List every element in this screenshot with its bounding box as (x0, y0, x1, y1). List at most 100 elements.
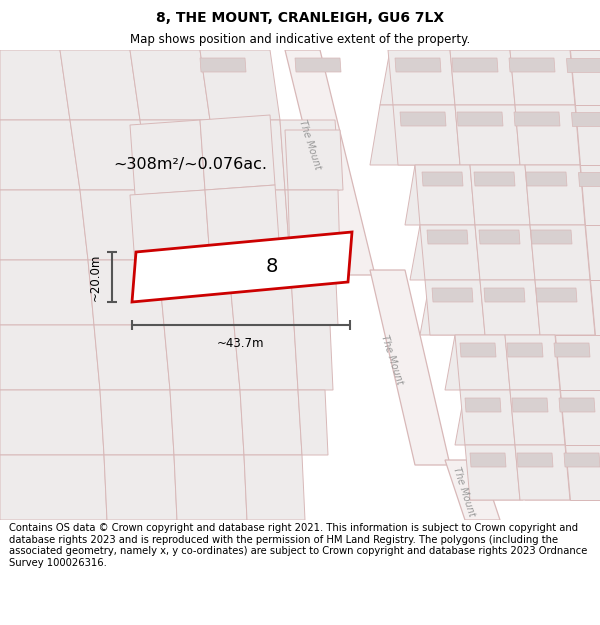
Text: The Mount: The Mount (379, 334, 405, 386)
Polygon shape (545, 50, 600, 105)
Polygon shape (410, 225, 473, 280)
Polygon shape (460, 343, 496, 357)
Polygon shape (130, 190, 210, 265)
Polygon shape (285, 50, 375, 275)
Polygon shape (0, 190, 88, 260)
Polygon shape (200, 115, 275, 190)
Text: 8, THE MOUNT, CRANLEIGH, GU6 7LX: 8, THE MOUNT, CRANLEIGH, GU6 7LX (156, 11, 444, 24)
Polygon shape (420, 225, 480, 280)
Polygon shape (531, 230, 572, 244)
Polygon shape (509, 58, 555, 72)
Polygon shape (290, 260, 338, 325)
Polygon shape (555, 335, 600, 390)
Polygon shape (60, 50, 140, 120)
Polygon shape (470, 165, 530, 225)
Polygon shape (130, 120, 205, 195)
Polygon shape (228, 260, 294, 325)
Polygon shape (0, 455, 107, 520)
Polygon shape (571, 112, 600, 126)
Polygon shape (560, 390, 600, 445)
Polygon shape (280, 120, 340, 190)
Polygon shape (132, 232, 352, 302)
Polygon shape (420, 280, 483, 335)
Polygon shape (510, 390, 573, 445)
Polygon shape (470, 453, 506, 467)
Polygon shape (0, 390, 104, 455)
Polygon shape (510, 390, 565, 445)
Polygon shape (240, 390, 302, 455)
Polygon shape (445, 460, 500, 520)
Polygon shape (474, 172, 515, 186)
Polygon shape (559, 398, 595, 412)
Polygon shape (575, 105, 600, 165)
Polygon shape (450, 50, 515, 105)
Polygon shape (130, 50, 210, 120)
Polygon shape (285, 130, 343, 190)
Polygon shape (515, 105, 580, 165)
Polygon shape (484, 288, 525, 302)
Polygon shape (510, 50, 575, 105)
Polygon shape (140, 120, 220, 190)
Polygon shape (294, 325, 333, 390)
Polygon shape (525, 445, 588, 500)
Polygon shape (554, 343, 590, 357)
Polygon shape (425, 105, 488, 165)
Polygon shape (479, 230, 520, 244)
Polygon shape (490, 50, 553, 105)
Polygon shape (288, 190, 340, 260)
Polygon shape (480, 280, 540, 335)
Polygon shape (585, 280, 600, 335)
Polygon shape (578, 172, 600, 186)
Polygon shape (512, 398, 548, 412)
Polygon shape (298, 390, 328, 455)
Polygon shape (570, 165, 600, 225)
Polygon shape (0, 120, 80, 190)
Polygon shape (0, 325, 100, 390)
Text: 8: 8 (266, 258, 278, 276)
Polygon shape (295, 58, 341, 72)
Polygon shape (220, 190, 290, 260)
Polygon shape (164, 325, 240, 390)
Polygon shape (535, 280, 595, 335)
Polygon shape (244, 455, 305, 520)
Polygon shape (200, 50, 280, 120)
Polygon shape (507, 343, 543, 357)
Polygon shape (465, 398, 501, 412)
Polygon shape (393, 105, 460, 165)
Polygon shape (170, 390, 244, 455)
Polygon shape (585, 225, 600, 280)
Polygon shape (174, 455, 247, 520)
Polygon shape (515, 165, 578, 225)
Text: The Mount: The Mount (451, 466, 477, 518)
Polygon shape (455, 335, 510, 390)
Polygon shape (565, 390, 600, 445)
Polygon shape (536, 288, 577, 302)
Polygon shape (575, 225, 600, 280)
Polygon shape (422, 172, 463, 186)
Text: The Mount: The Mount (297, 119, 323, 171)
Text: Contains OS data © Crown copyright and database right 2021. This information is : Contains OS data © Crown copyright and d… (9, 523, 587, 568)
Polygon shape (425, 280, 485, 335)
Polygon shape (158, 260, 234, 325)
Polygon shape (210, 120, 285, 190)
Polygon shape (530, 280, 593, 335)
Polygon shape (520, 225, 583, 280)
Polygon shape (435, 50, 498, 105)
Polygon shape (395, 58, 441, 72)
Polygon shape (88, 260, 164, 325)
Polygon shape (525, 165, 585, 225)
Polygon shape (100, 390, 174, 455)
Polygon shape (517, 453, 553, 467)
Polygon shape (150, 190, 228, 260)
Polygon shape (480, 105, 543, 165)
Polygon shape (380, 50, 443, 105)
Polygon shape (94, 325, 170, 390)
Polygon shape (455, 390, 518, 445)
Polygon shape (564, 453, 600, 467)
Polygon shape (570, 50, 600, 105)
Polygon shape (370, 270, 450, 465)
Polygon shape (405, 165, 468, 225)
Polygon shape (455, 105, 520, 165)
Text: Map shows position and indicative extent of the property.: Map shows position and indicative extent… (130, 32, 470, 46)
Polygon shape (505, 335, 560, 390)
